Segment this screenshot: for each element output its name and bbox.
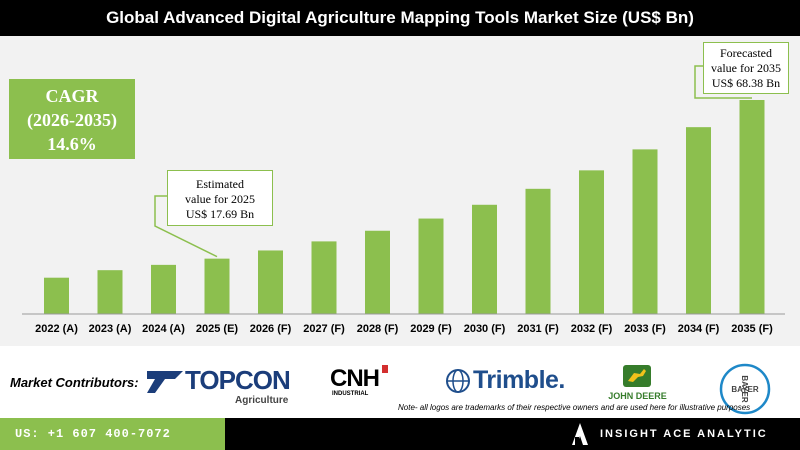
callout-forecasted-line2: value for 2035 — [711, 61, 781, 75]
bar-2026-f — [258, 250, 283, 314]
x-tick-label: 2024 (A) — [142, 323, 185, 335]
topcon-wordmark: TOPCON — [185, 365, 291, 395]
bayer-cross-icon: BAYER BAYER — [719, 363, 771, 415]
cagr-period: (2026-2035) — [27, 110, 117, 130]
bar-2028-f — [365, 230, 390, 314]
contributors-label: Market Contributors: — [10, 375, 139, 390]
x-tick-label: 2028 (F) — [357, 323, 399, 335]
market-contributors: Market Contributors: TOPCON Agriculture … — [0, 360, 800, 415]
trimble-logo: Trimble. — [445, 366, 575, 396]
bayer-horizontal-text: BAYER — [731, 385, 758, 394]
bayer-vertical-text: BAYER — [740, 375, 749, 402]
cagr-box: CAGR (2026-2035) 14.6% — [9, 79, 135, 159]
chart-area: 2022 (A) 2023 (A) 2024 (A) 2025 (E) 2026 (F)… — [0, 36, 800, 346]
trimble-globe-icon — [446, 369, 470, 393]
x-tick-label: 2031 (F) — [517, 323, 559, 335]
john-deere-logo: JOHN DEERE — [600, 364, 675, 408]
footer-brand-name: INSIGHT ACE ANALYTIC — [600, 428, 768, 440]
cagr-label: CAGR — [45, 86, 99, 106]
topcon-subtext: Agriculture — [235, 395, 289, 406]
x-tick-label: 2027 (F) — [303, 323, 345, 335]
cnh-subtext: INDUSTRIAL — [332, 391, 369, 397]
bar-2027-f — [311, 241, 337, 314]
bar-chart: 2022 (A) 2023 (A) 2024 (A) 2025 (E) 2026 (F)… — [22, 65, 785, 335]
callout-estimated-line1: Estimated — [196, 177, 244, 191]
insight-ace-logo-icon — [572, 423, 588, 445]
x-tick-label: 2033 (F) — [624, 323, 666, 335]
callout-estimated-line2: value for 2025 — [185, 192, 255, 206]
x-tick-label: 2032 (F) — [571, 323, 613, 335]
topcon-logo: TOPCON Agriculture — [145, 365, 295, 406]
x-tick-label: 2026 (F) — [250, 323, 292, 335]
bar-2034-f — [686, 127, 711, 314]
callout-2025-connector — [154, 195, 218, 258]
bar-2024-a — [151, 264, 176, 314]
bar-2033-f — [632, 149, 658, 314]
callout-forecasted-line3: US$ 68.38 Bn — [711, 76, 781, 90]
footer-brand: INSIGHT ACE ANALYTIC — [572, 418, 768, 450]
x-tick-label: 2035 (F) — [731, 323, 773, 335]
callout-forecasted-2035: Forecasted value for 2035 US$ 68.38 Bn — [703, 42, 789, 94]
trademark-note: Note- all logos are trademarks of their … — [398, 403, 751, 412]
bayer-logo: BAYER BAYER — [718, 362, 772, 416]
x-tick-label: 2025 (E) — [196, 323, 239, 335]
callout-estimated-line3: US$ 17.69 Bn — [185, 207, 255, 221]
bar-2023-a — [97, 270, 123, 314]
deer-icon — [623, 365, 651, 387]
cagr-value: 14.6% — [47, 134, 97, 154]
cnh-red-mark-icon — [382, 365, 388, 373]
callout-2035-connector — [694, 65, 752, 99]
john-deere-wordmark: JOHN DEERE — [608, 391, 667, 401]
x-tick-label: 2022 (A) — [35, 323, 78, 335]
callout-forecasted-line1: Forecasted — [720, 46, 772, 60]
x-tick-label: 2029 (F) — [410, 323, 452, 335]
cnh-logo: CNH INDUSTRIAL — [330, 365, 392, 401]
topcon-mark-icon — [147, 371, 183, 393]
bar-2025-e — [204, 258, 230, 314]
bar-2030-f — [472, 204, 497, 314]
x-tick-label: 2023 (A) — [89, 323, 132, 335]
bar-2032-f — [579, 170, 604, 314]
chart-title: Global Advanced Digital Agriculture Mapp… — [0, 0, 800, 36]
bar-2022-a — [44, 277, 69, 314]
footer-phone[interactable]: US: +1 607 400-7072 — [0, 418, 225, 450]
x-tick-label: 2030 (F) — [464, 323, 506, 335]
cnh-wordmark: CNH — [330, 365, 380, 392]
footer: US: +1 607 400-7072 INSIGHT ACE ANALYTIC — [0, 418, 800, 450]
x-tick-label: 2034 (F) — [678, 323, 720, 335]
trimble-wordmark: Trimble. — [473, 366, 565, 394]
bar-2031-f — [525, 188, 551, 314]
callout-estimated-2025: Estimated value for 2025 US$ 17.69 Bn — [167, 170, 273, 226]
bar-2035-f — [739, 100, 765, 314]
bar-2029-f — [418, 218, 444, 314]
